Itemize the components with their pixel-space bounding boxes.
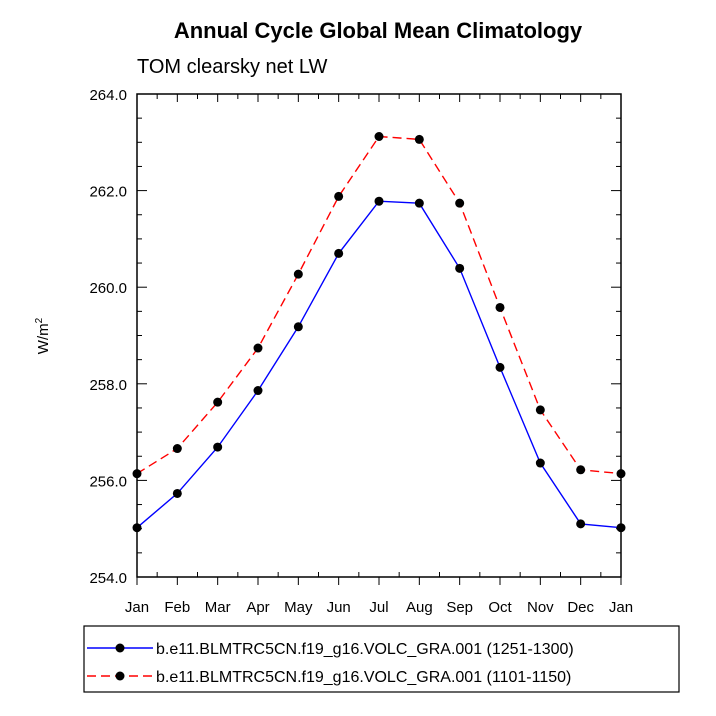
series-2-point <box>535 405 545 415</box>
legend-label-2: b.e11.BLMTRC5CN.f19_g16.VOLC_GRA.001 (11… <box>156 669 571 686</box>
x-tick-label: Jan <box>609 599 633 616</box>
x-tick-label: Dec <box>567 599 594 616</box>
series-1-point <box>213 442 223 452</box>
x-tick-label: Apr <box>246 599 269 616</box>
y-tick-label: 258.0 <box>89 377 127 394</box>
series-1-point <box>172 488 182 498</box>
x-tick-label: Mar <box>205 599 231 616</box>
series-2-point <box>455 198 465 208</box>
y-tick-label: 260.0 <box>89 280 127 297</box>
x-tick-label: Jun <box>327 599 351 616</box>
series-2-point <box>253 343 263 353</box>
series-line-1 <box>136 200 622 529</box>
series-2-point <box>495 302 505 312</box>
chart-subtitle: TOM clearsky net LW <box>137 56 328 78</box>
y-axis: 254.0 256.0 258.0 260.0 262.0 264.0 <box>89 87 621 587</box>
series-1-point <box>334 248 344 258</box>
y-tick-label: 254.0 <box>89 570 127 587</box>
x-tick-label: Aug <box>406 599 433 616</box>
series-2-point <box>576 465 586 475</box>
plot-area-frame <box>136 93 622 578</box>
legend: b.e11.BLMTRC5CN.f19_g16.VOLC_GRA.001 (12… <box>87 641 574 686</box>
series-2-point <box>172 444 182 454</box>
legend-label-1: b.e11.BLMTRC5CN.f19_g16.VOLC_GRA.001 (12… <box>156 641 574 658</box>
series-2-point <box>414 134 424 144</box>
series-1-point <box>535 458 545 468</box>
x-tick-label: Oct <box>488 599 512 616</box>
series-2-point <box>132 469 142 479</box>
chart-title: Annual Cycle Global Mean Climatology <box>174 18 583 43</box>
y-axis-label-superscript: 2 <box>34 317 45 323</box>
x-tick-label: Jan <box>125 599 149 616</box>
series-1-point <box>132 523 142 533</box>
legend-box <box>83 625 680 693</box>
series-line-2 <box>136 135 622 475</box>
x-tick-label: Nov <box>527 599 554 616</box>
series-2-point <box>616 469 626 479</box>
series-2-point <box>374 132 384 142</box>
legend-marker-1 <box>115 643 125 653</box>
series-2-point <box>334 191 344 201</box>
x-tick-label: Sep <box>446 599 473 616</box>
legend-marker-2 <box>115 671 125 681</box>
series-1-point <box>293 322 303 332</box>
y-axis-label: W/m2 <box>34 317 52 354</box>
x-tick-label: Jul <box>369 599 388 616</box>
x-tick-label: Feb <box>164 599 190 616</box>
series-1-point <box>495 362 505 372</box>
x-tick-label: May <box>284 599 313 616</box>
series-1-point <box>253 386 263 396</box>
y-axis-label-base: W/m <box>35 323 52 354</box>
y-tick-label: 256.0 <box>89 473 127 490</box>
y-tick-label: 262.0 <box>89 184 127 201</box>
series-2-point <box>213 397 223 407</box>
series-1-point <box>374 196 384 206</box>
series-1-point <box>616 523 626 533</box>
series-1-point <box>576 519 586 529</box>
y-tick-label: 264.0 <box>89 87 127 104</box>
series-2-point <box>293 269 303 279</box>
series-1-point <box>414 198 424 208</box>
series-layer <box>132 132 626 533</box>
series-1-point <box>455 263 465 273</box>
x-axis: Jan Feb Mar Apr May Jun Jul Aug Sep Oct Nov Dec Jan <box>125 94 633 616</box>
